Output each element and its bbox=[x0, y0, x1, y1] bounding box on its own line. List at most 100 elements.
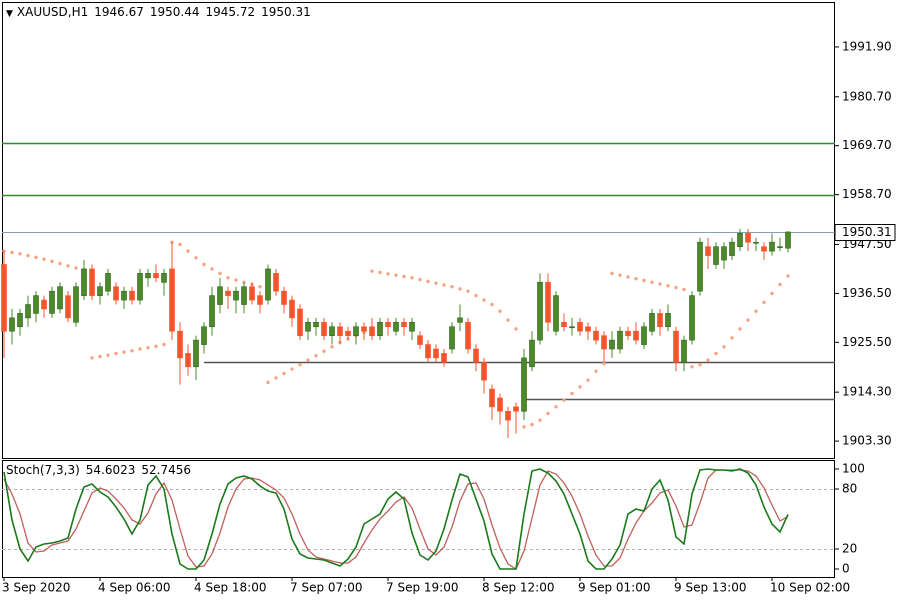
sar-dot bbox=[194, 256, 198, 260]
candle-body-up bbox=[753, 241, 759, 244]
candle-body-down bbox=[425, 344, 431, 359]
sar-dot bbox=[218, 271, 222, 276]
candle-body-down bbox=[513, 406, 519, 412]
sar-dot bbox=[546, 411, 550, 416]
candle-body-down bbox=[113, 286, 119, 301]
candle-body-up bbox=[105, 273, 111, 292]
sar-dot bbox=[730, 336, 734, 340]
candle-body-up bbox=[713, 246, 719, 265]
sar-dot bbox=[314, 353, 318, 358]
candle-body-down bbox=[625, 330, 631, 336]
sar-dot bbox=[266, 380, 270, 385]
low-value: 1945.72 bbox=[205, 5, 256, 19]
candle-body-down bbox=[585, 326, 591, 332]
sar-dot bbox=[634, 277, 638, 281]
candle-body-up bbox=[529, 339, 535, 368]
sar-dot bbox=[282, 371, 286, 376]
sar-dot bbox=[466, 289, 470, 293]
candle-body-down bbox=[433, 348, 439, 359]
candle-body-up bbox=[9, 317, 15, 332]
sar-dot bbox=[66, 264, 70, 268]
sar-dot bbox=[90, 356, 94, 360]
header-arrow: ▼ bbox=[6, 9, 13, 19]
candle-body-up bbox=[377, 322, 383, 336]
x-tick-label: 4 Sep 06:00 bbox=[98, 581, 170, 595]
x-tick-label: 8 Sep 12:00 bbox=[482, 581, 554, 595]
candle-body-down bbox=[497, 397, 503, 412]
candle-body-up bbox=[353, 326, 359, 336]
y-tick-label: 1980.70 bbox=[842, 89, 892, 103]
candle-body-down bbox=[65, 295, 71, 319]
candle-body-up bbox=[777, 246, 783, 248]
candle-body-down bbox=[489, 388, 495, 408]
candle-body-up bbox=[617, 330, 623, 350]
sar-dot bbox=[234, 278, 238, 282]
candle-body-up bbox=[449, 326, 455, 350]
candle-body-up bbox=[81, 268, 87, 296]
sar-dot bbox=[762, 300, 766, 304]
sar-dot bbox=[298, 362, 302, 367]
candle-body-down bbox=[369, 326, 375, 336]
sar-dot bbox=[674, 285, 678, 290]
candle-body-down bbox=[657, 313, 663, 328]
sar-dot bbox=[226, 276, 230, 280]
candle-body-down bbox=[745, 233, 751, 243]
x-tick-label: 10 Sep 02:00 bbox=[770, 581, 850, 595]
sar-dot bbox=[306, 358, 310, 362]
sar-dot bbox=[562, 398, 566, 402]
open-value: 1946.67 bbox=[94, 5, 144, 19]
sar-dot bbox=[402, 274, 406, 279]
candle-body-down bbox=[401, 322, 407, 328]
candle-body-up bbox=[305, 322, 311, 332]
x-tick-label: 9 Sep 13:00 bbox=[674, 581, 746, 595]
sar-dot bbox=[106, 353, 110, 357]
candle-body-down bbox=[601, 335, 607, 350]
candle-body-up bbox=[25, 304, 31, 319]
high-value: 1950.44 bbox=[149, 5, 200, 19]
candle-body-up bbox=[409, 322, 415, 332]
stoch-main-value: 54.6023 bbox=[85, 463, 136, 477]
sar-dot bbox=[202, 262, 206, 267]
candle-body-down bbox=[249, 286, 255, 301]
sar-dot bbox=[666, 284, 670, 288]
candle-body-down bbox=[321, 322, 327, 336]
sar-dot bbox=[450, 285, 454, 289]
y-tick-label: 1936.50 bbox=[842, 286, 892, 300]
main-header: ▼ XAUUSD,H1 1946.67 1950.44 1945.72 1950.31 bbox=[6, 5, 317, 21]
sar-dot bbox=[330, 345, 334, 349]
sar-dot bbox=[34, 255, 38, 260]
candle-body-down bbox=[337, 326, 343, 336]
candle-body-up bbox=[609, 339, 615, 350]
sar-dot bbox=[18, 252, 22, 256]
x-tick-label: 7 Sep 07:00 bbox=[290, 581, 362, 595]
candle-body-down bbox=[297, 308, 303, 336]
sar-dot bbox=[290, 367, 294, 371]
sar-dot bbox=[138, 347, 142, 351]
stoch-title: Stoch(7,3,3) bbox=[6, 463, 80, 477]
x-tick-label: 7 Sep 19:00 bbox=[386, 581, 458, 595]
candle-body-up bbox=[49, 290, 55, 314]
candle-body-up bbox=[553, 295, 559, 332]
sar-dot bbox=[570, 391, 574, 396]
candle-body-down bbox=[185, 353, 191, 368]
sar-dot bbox=[522, 425, 526, 429]
current-price-box bbox=[834, 224, 896, 241]
candle-body-up bbox=[649, 313, 655, 332]
sar-dot bbox=[426, 279, 430, 284]
candle-body-down bbox=[169, 268, 175, 332]
sar-dot bbox=[98, 354, 102, 359]
candle-body-up bbox=[393, 322, 399, 332]
candle-body-down bbox=[257, 295, 263, 305]
sar-dot bbox=[682, 287, 686, 292]
candle-body-up bbox=[689, 295, 695, 341]
sar-dot bbox=[410, 276, 414, 280]
stoch-line bbox=[3, 469, 789, 570]
candle-body-down bbox=[273, 273, 279, 292]
y-tick-label: 1958.70 bbox=[842, 187, 892, 201]
y-tick-label: 1903.30 bbox=[842, 434, 892, 448]
sar-dot bbox=[130, 349, 134, 353]
candle-body-down bbox=[441, 353, 447, 363]
sar-dot bbox=[650, 280, 654, 284]
sar-dot bbox=[714, 351, 718, 356]
sar-dot bbox=[10, 250, 14, 255]
